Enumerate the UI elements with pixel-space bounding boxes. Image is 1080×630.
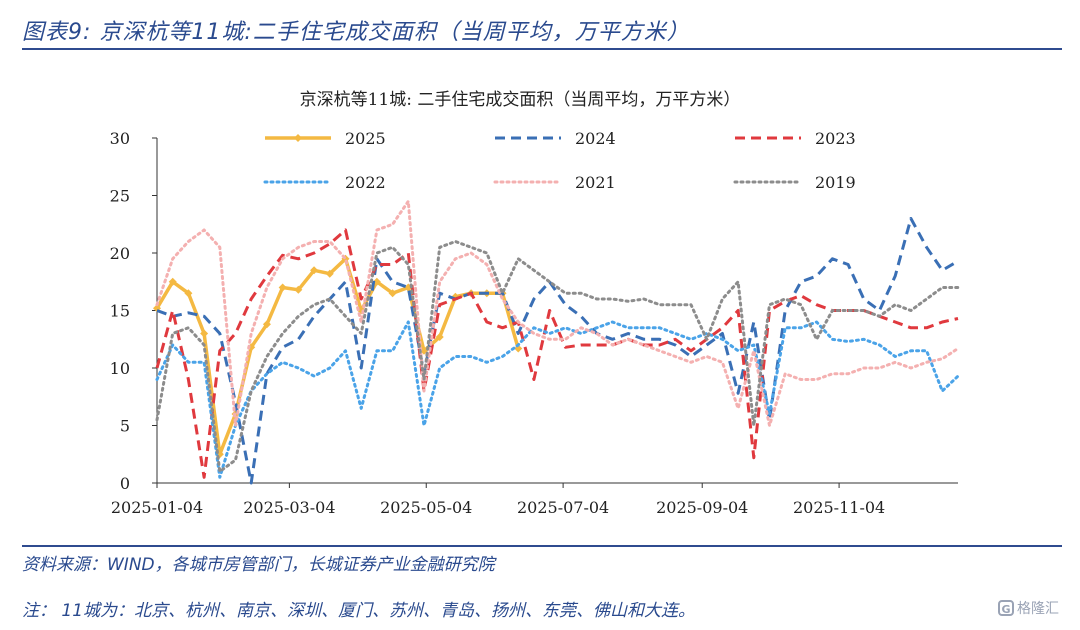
x-tick-label: 2025-05-04: [380, 498, 472, 517]
legend-label-2025: 2025: [345, 129, 386, 148]
point-2025: [200, 329, 209, 338]
point-2025: [294, 285, 303, 294]
chart-title: 京深杭等11城: 二手住宅成交面积（当周平均，万平方米）: [300, 90, 741, 110]
cities-note: 注： 11城为：北京、杭州、南京、深圳、厦门、苏州、青岛、扬州、东莞、佛山和大连…: [22, 601, 696, 621]
watermark: G 格隆汇: [998, 598, 1059, 618]
x-tick-label: 2025-09-04: [656, 498, 748, 517]
point-2025: [372, 277, 381, 286]
point-2025: [325, 269, 334, 278]
point-2025: [310, 266, 319, 275]
series-line-2021: [155, 199, 960, 427]
source-note: 资料来源：WIND，各城市房管部门，长城证券产业金融研究院: [22, 555, 495, 575]
legend-label-2023: 2023: [815, 129, 856, 148]
y-tick-label: 15: [110, 302, 130, 321]
footer-divider: [22, 545, 1062, 547]
point-2025: [435, 332, 444, 341]
legend-marker-2025: [294, 134, 302, 142]
point-2025: [153, 304, 161, 313]
chart-series: [153, 199, 960, 485]
x-tick-label: 2025-11-04: [793, 498, 885, 517]
x-tick-label: 2025-01-04: [111, 498, 203, 517]
series-line-2019: [155, 240, 960, 473]
series-line-2024: [156, 217, 959, 485]
figure-header: 图表9: 京深杭等11城:二手住宅成交面积（当周平均，万平方米）: [22, 8, 1062, 50]
legend-label-2019: 2019: [815, 173, 856, 192]
legend-label-2022: 2022: [345, 173, 386, 192]
chart-legend: 2025 2024 2023 2022 2021 2019: [263, 129, 856, 192]
series-line-2023: [155, 228, 959, 479]
y-tick-label: 5: [120, 417, 130, 436]
y-tick-label: 0: [120, 474, 130, 493]
y-tick-label: 30: [110, 129, 130, 148]
y-tick-label: 20: [110, 244, 130, 263]
chart: 京深杭等11城: 二手住宅成交面积（当周平均，万平方米） 05101520253…: [110, 90, 960, 517]
watermark-text: 格隆汇: [1017, 601, 1059, 617]
point-2025: [168, 277, 177, 286]
point-2025: [388, 289, 397, 298]
point-2025: [184, 289, 193, 298]
point-2025: [278, 283, 287, 292]
legend-label-2021: 2021: [575, 173, 616, 192]
watermark-logo-icon: G: [998, 600, 1014, 616]
series-line-2022: [155, 320, 960, 479]
point-2025: [451, 292, 460, 301]
x-tick-label: 2025-07-04: [517, 498, 609, 517]
point-2025: [262, 320, 271, 329]
figure-title: 图表9: 京深杭等11城:二手住宅成交面积（当周平均，万平方米）: [22, 20, 690, 45]
y-tick-label: 10: [110, 359, 130, 378]
legend-label-2024: 2024: [575, 129, 616, 148]
x-tick-label: 2025-03-04: [243, 498, 335, 517]
y-tick-label: 25: [110, 187, 130, 206]
